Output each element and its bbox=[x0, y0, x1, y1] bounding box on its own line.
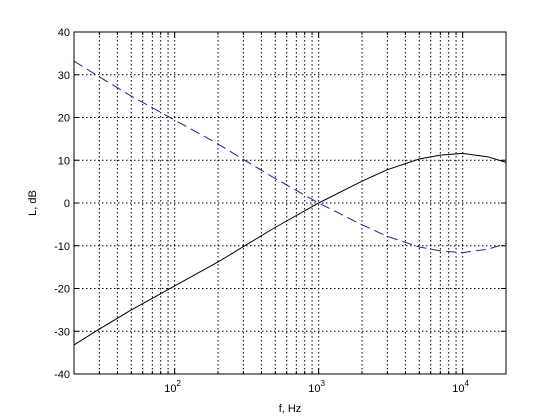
y-tick-label: -10 bbox=[54, 241, 70, 253]
y-tick-label: 40 bbox=[58, 27, 70, 39]
y-tick-labels: 40 30 20 10 0 -10 -20 -30 -40 bbox=[54, 27, 70, 381]
x-tick-labels: 102 103 104 bbox=[164, 379, 469, 395]
series-solid-line bbox=[73, 152, 507, 346]
y-grid-lines bbox=[74, 74, 506, 332]
axis-ticks bbox=[73, 31, 507, 375]
y-tick-label: 30 bbox=[58, 70, 70, 82]
y-tick-label: -40 bbox=[54, 369, 70, 381]
y-tick-label: -30 bbox=[54, 326, 70, 338]
x-tick-label: 104 bbox=[452, 379, 469, 395]
x-axis-label: f, Hz bbox=[279, 403, 302, 415]
x-grid-lines bbox=[73, 32, 507, 374]
y-tick-label: 20 bbox=[58, 113, 70, 125]
series-dashed-line bbox=[73, 60, 507, 254]
x-tick-label: 102 bbox=[164, 379, 181, 395]
x-tick-label: 103 bbox=[308, 379, 325, 395]
y-tick-label: -20 bbox=[54, 284, 70, 296]
y-tick-label: 0 bbox=[64, 198, 70, 210]
y-tick-label: 10 bbox=[58, 155, 70, 167]
series-layer bbox=[73, 60, 507, 346]
y-axis-label: L, dB bbox=[27, 190, 39, 216]
